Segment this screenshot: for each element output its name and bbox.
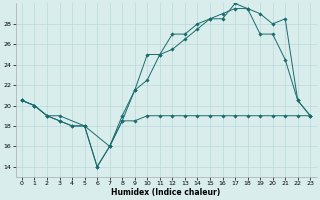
X-axis label: Humidex (Indice chaleur): Humidex (Indice chaleur) — [111, 188, 221, 197]
